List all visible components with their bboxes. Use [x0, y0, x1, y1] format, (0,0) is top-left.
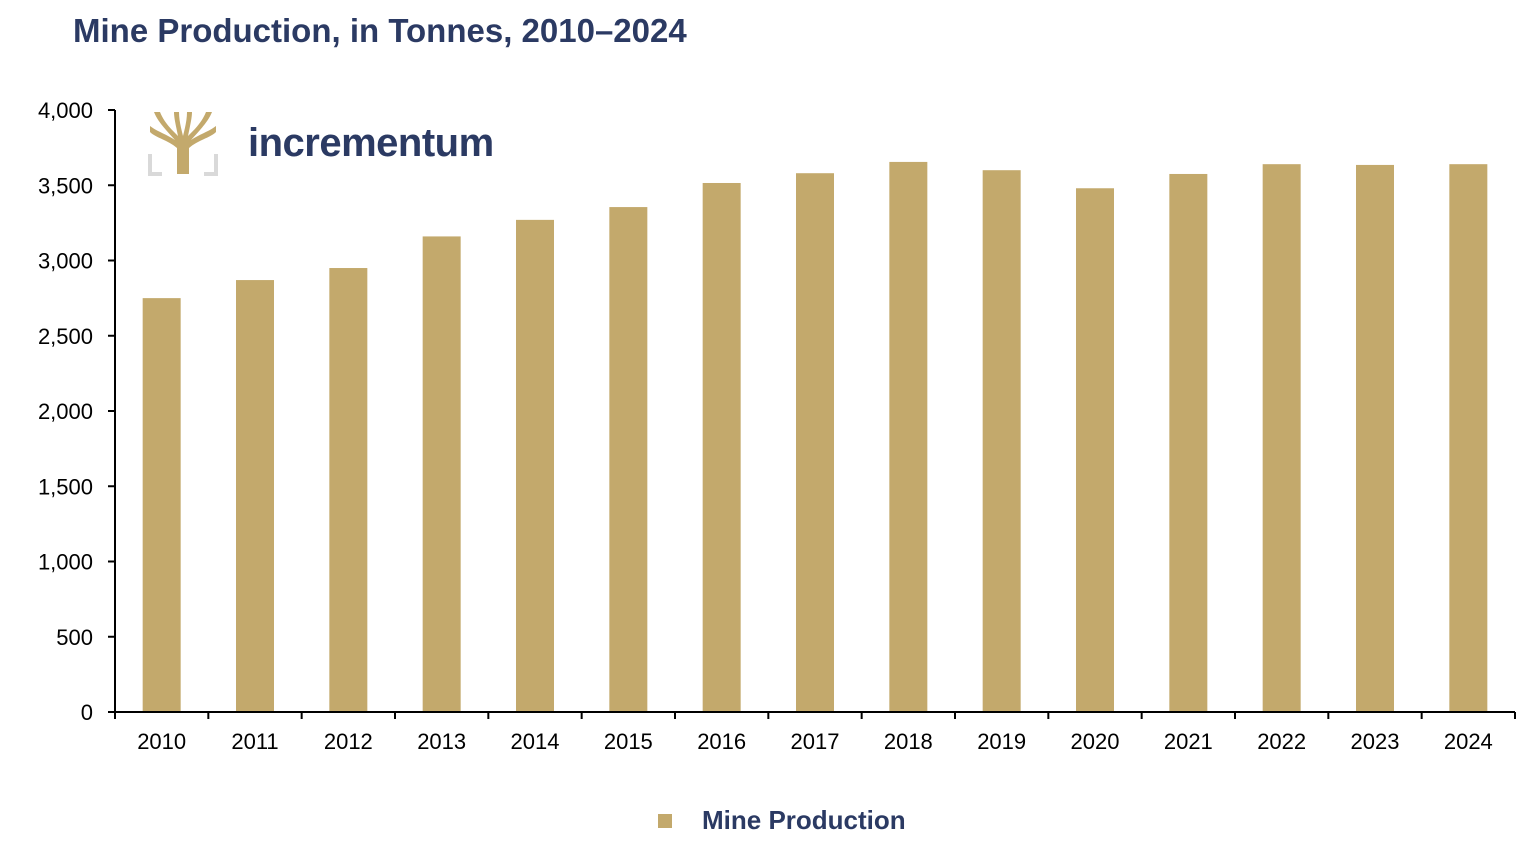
legend: Mine Production — [658, 805, 906, 836]
x-tick-label: 2021 — [1164, 729, 1213, 754]
bar-2022 — [1262, 164, 1301, 712]
y-tick-label: 3,500 — [38, 173, 93, 198]
x-tick-label: 2010 — [137, 729, 186, 754]
x-tick-label: 2012 — [324, 729, 373, 754]
y-tick-label: 3,000 — [38, 249, 93, 274]
legend-label: Mine Production — [702, 805, 906, 835]
x-tick-label: 2017 — [791, 729, 840, 754]
x-tick-label: 2016 — [697, 729, 746, 754]
bar-2021 — [1169, 173, 1208, 712]
bar-2018 — [889, 161, 928, 713]
x-tick-label: 2013 — [417, 729, 466, 754]
y-tick-label: 500 — [56, 625, 93, 650]
bar-2014 — [516, 219, 554, 713]
bar-2020 — [1076, 188, 1114, 712]
bar-2024 — [1449, 164, 1488, 712]
chart-title: Mine Production, in Tonnes, 2010–2024 — [73, 12, 687, 49]
bar-2015 — [609, 207, 648, 712]
y-tick-label: 1,000 — [38, 550, 93, 575]
bar-2023 — [1356, 164, 1394, 712]
y-tick-label: 4,000 — [38, 98, 93, 123]
bar-2011 — [236, 280, 274, 712]
y-tick-label: 0 — [81, 700, 93, 725]
y-tick-label: 1,500 — [38, 474, 93, 499]
bar-2012 — [329, 268, 368, 712]
legend-swatch — [658, 813, 672, 828]
bar-2016 — [702, 182, 741, 712]
x-tick-label: 2022 — [1257, 729, 1306, 754]
x-tick-label: 2020 — [1071, 729, 1120, 754]
x-tick-label: 2014 — [511, 729, 560, 754]
x-tick-label: 2011 — [231, 729, 278, 754]
bar-2010 — [142, 298, 181, 712]
bar-2013 — [422, 236, 461, 713]
bar-2017 — [796, 173, 834, 712]
logo-text: incrementum — [248, 120, 494, 165]
x-tick-label: 2019 — [977, 729, 1026, 754]
x-tick-label: 2023 — [1351, 729, 1400, 754]
tree-logo-icon — [148, 112, 218, 176]
x-tick-label: 2024 — [1444, 729, 1493, 754]
x-tick-label: 2018 — [884, 729, 933, 754]
bar-2019 — [982, 170, 1021, 712]
incrementum-logo: incrementum — [148, 110, 494, 176]
y-tick-label: 2,000 — [38, 399, 93, 424]
y-tick-label: 2,500 — [38, 324, 93, 349]
x-tick-label: 2015 — [604, 729, 653, 754]
